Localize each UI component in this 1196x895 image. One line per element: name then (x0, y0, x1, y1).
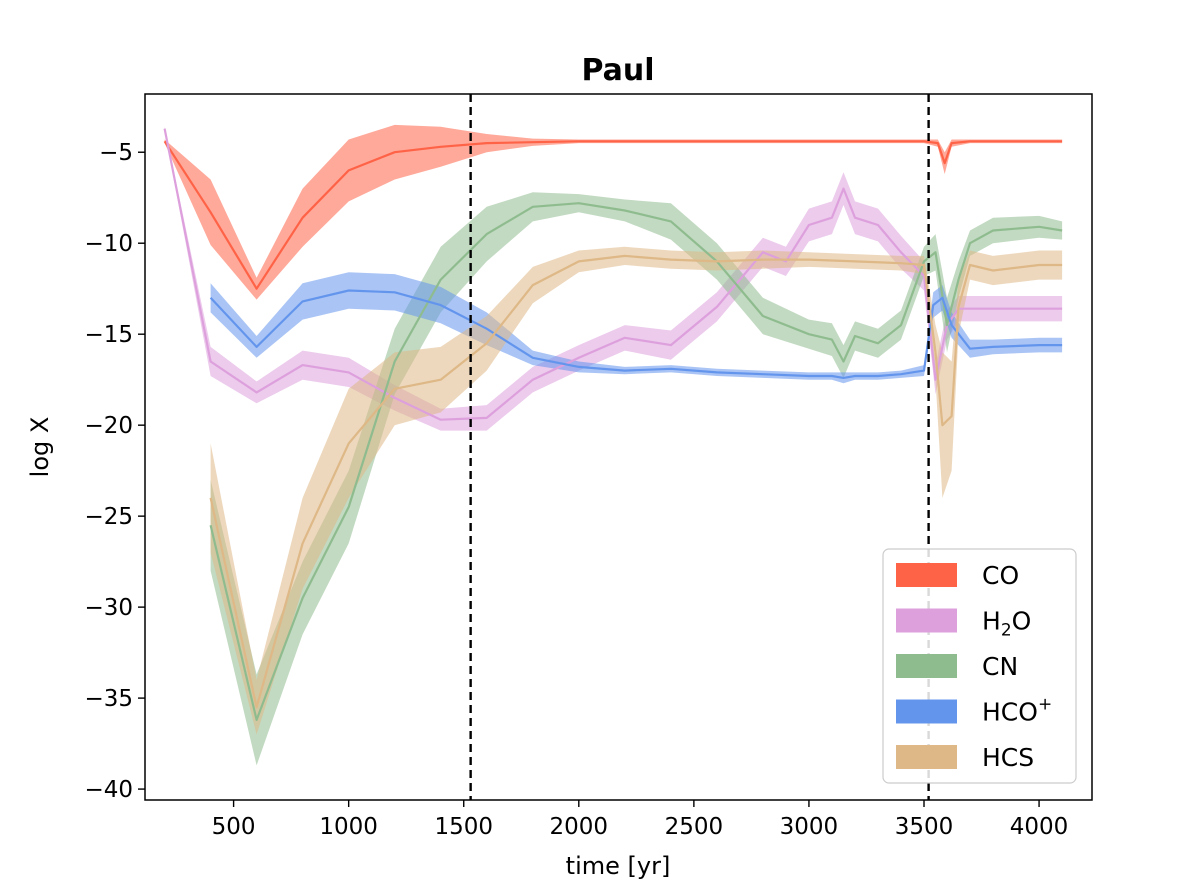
legend-box (882, 548, 1077, 784)
x-tick-label: 4000 (1010, 814, 1069, 840)
x-axis-ticks: 500 1000 1500 2000 2500 3000 3500 4000 (212, 800, 1069, 840)
y-tick-label: −15 (84, 322, 133, 348)
legend-swatch-h2o (896, 608, 957, 633)
legend-label-h2o: H2O (982, 607, 1031, 641)
y-axis-ticks: −5 −10 −15 −20 −25 −30 −35 −40 (84, 140, 145, 803)
x-tick-label: 1500 (434, 814, 493, 840)
x-tick-label: 2000 (550, 814, 609, 840)
band-cn (210, 192, 1063, 766)
y-tick-label: −40 (84, 777, 133, 803)
plot-frame (144, 93, 1093, 801)
legend-label-hcs: HCS (982, 743, 1034, 772)
chart-title: Paul (581, 53, 654, 88)
band-hcs (210, 246, 1063, 735)
legend-label-hco: HCO+ (982, 695, 1052, 727)
line-cn (209, 202, 1063, 722)
y-tick-label: −25 (84, 504, 133, 530)
y-tick-label: −35 (84, 686, 133, 712)
line-h2o (163, 128, 1063, 421)
legend-label-cn: CN (982, 652, 1018, 681)
legend: CO H2O CN HCO+ HCS (882, 548, 1077, 784)
legend-swatch-hcs (896, 745, 957, 769)
line-hco (209, 289, 1063, 379)
y-axis-label: log X (26, 417, 54, 478)
x-tick-label: 1000 (319, 814, 378, 840)
x-tick-label: 3500 (895, 814, 954, 840)
band-co (164, 124, 1063, 300)
x-tick-label: 500 (212, 814, 256, 840)
line-co (163, 140, 1063, 290)
legend-swatch-co (896, 563, 957, 587)
x-axis-label: time [yr] (566, 852, 671, 880)
y-tick-label: −5 (99, 140, 133, 166)
legend-swatch-hco (896, 699, 957, 724)
series-lines (163, 128, 1063, 722)
legend-swatch-cn (896, 654, 957, 678)
y-tick-label: −10 (84, 231, 133, 257)
legend-label-co: CO (982, 561, 1019, 590)
line-hcs (209, 254, 1063, 709)
x-tick-label: 3000 (780, 814, 839, 840)
x-tick-label: 2500 (665, 814, 724, 840)
y-tick-label: −30 (84, 595, 133, 621)
y-tick-label: −20 (84, 413, 133, 439)
